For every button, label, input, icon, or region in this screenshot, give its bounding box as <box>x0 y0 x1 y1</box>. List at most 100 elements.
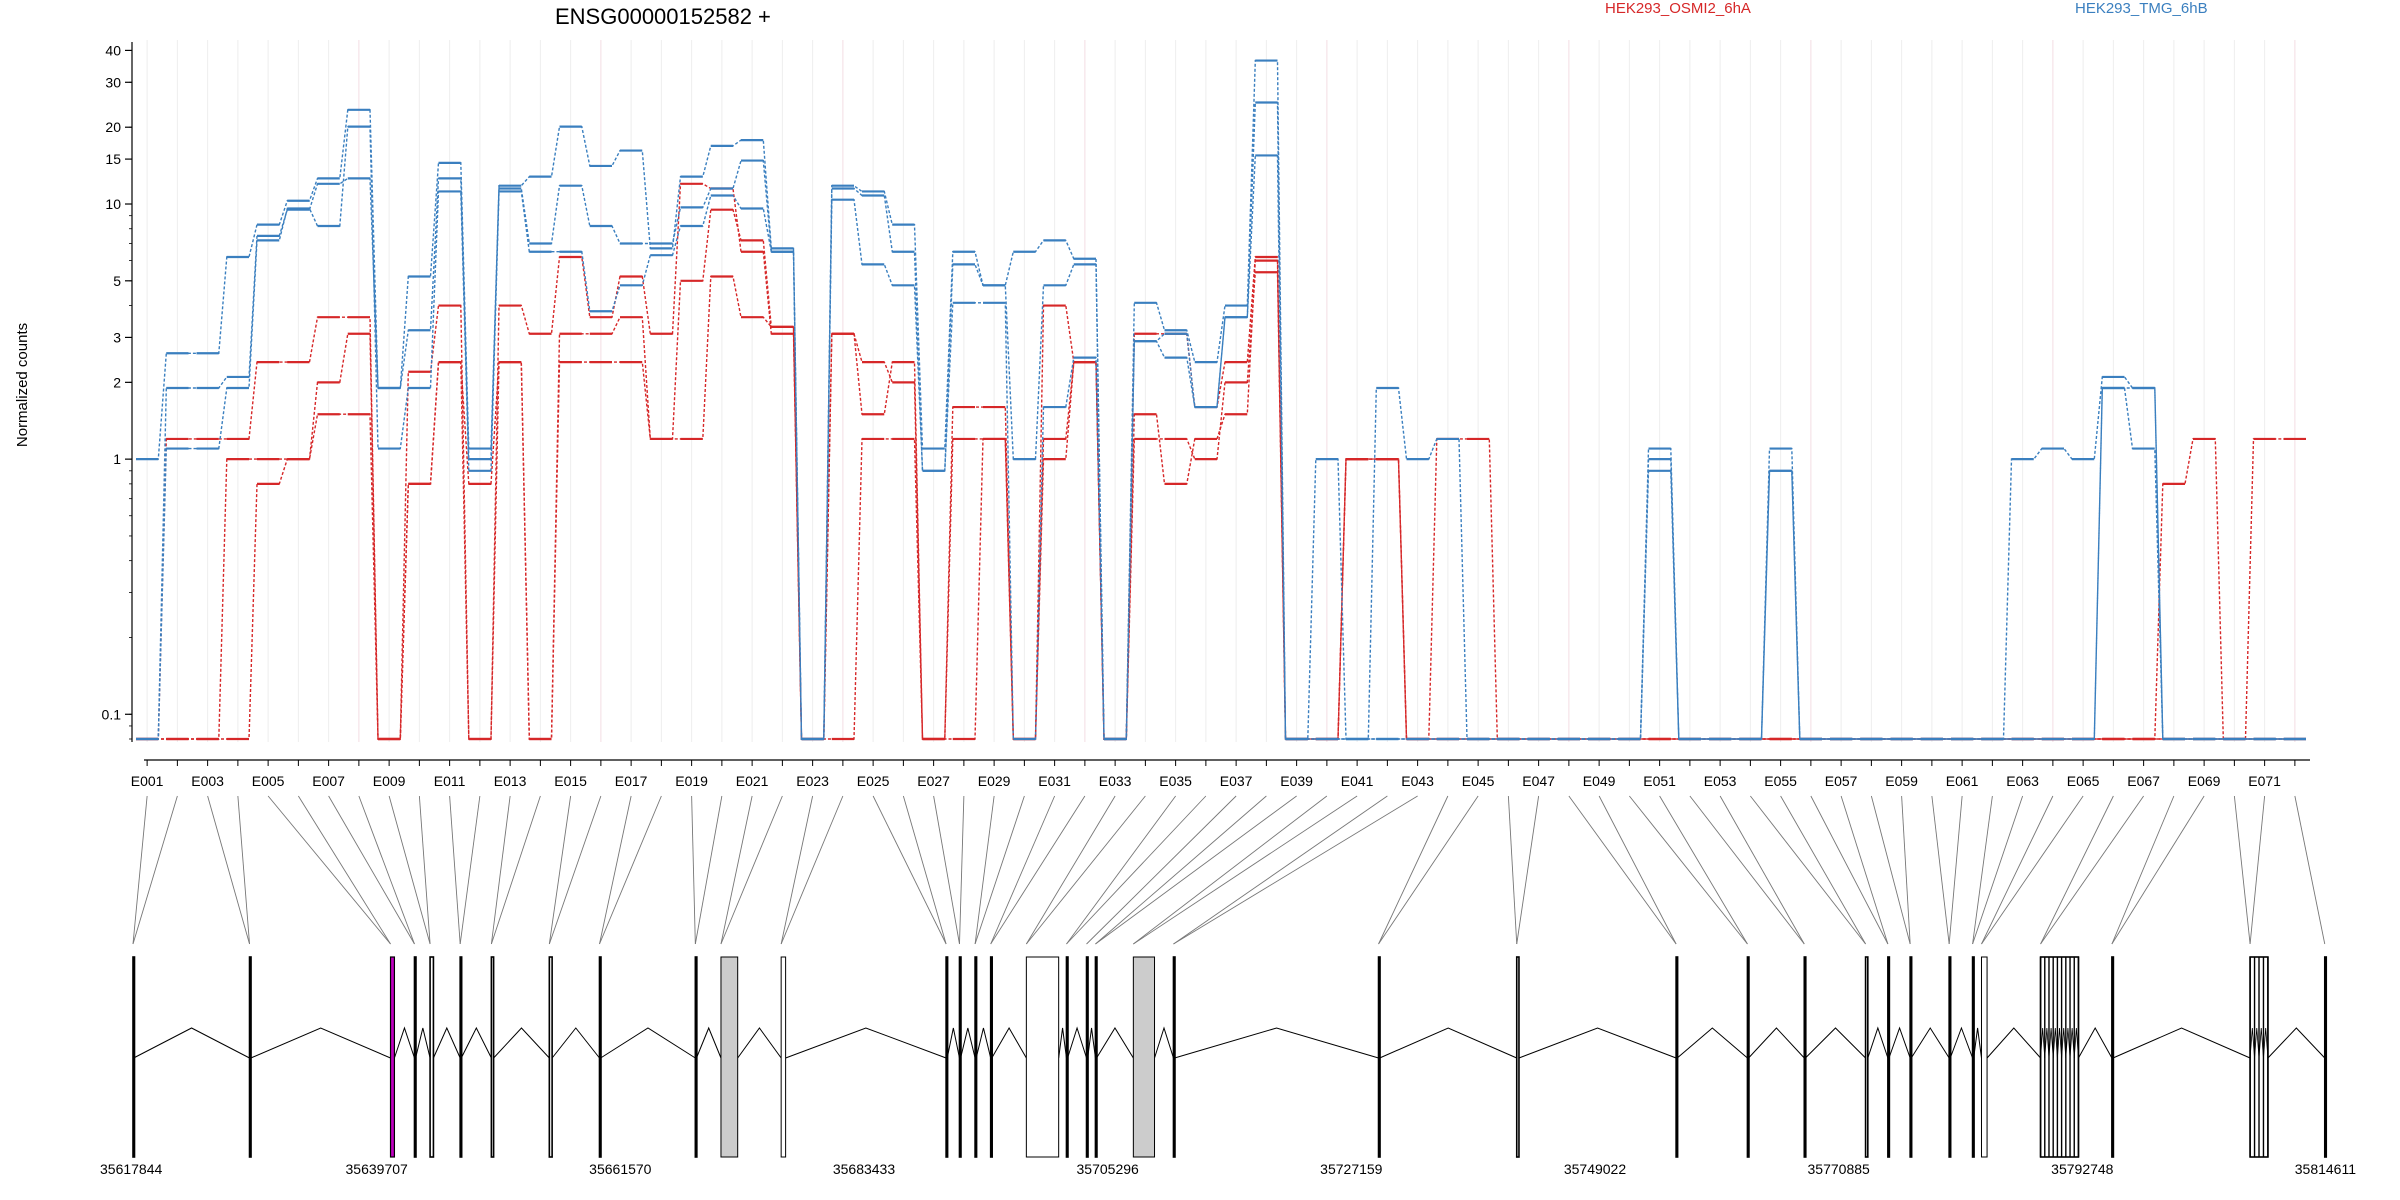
exon-axis: E001 E003 E005 E007 E009 E011 E013 E015 E017 E019… <box>131 759 2310 789</box>
exon-23 <box>1515 956 1520 1158</box>
intron <box>2078 1026 2113 1059</box>
exon-subintron <box>2057 1027 2063 1059</box>
exon-connector <box>1981 795 2054 945</box>
intron <box>393 1026 415 1059</box>
coordinate-label: 35749022 <box>1564 1161 1627 1177</box>
intron <box>737 1027 782 1059</box>
exon-4 <box>429 956 435 1158</box>
coordinate-label: 35639707 <box>346 1161 409 1177</box>
series-5 <box>136 125 2306 741</box>
exon-subintron <box>2044 1027 2050 1059</box>
intron <box>2267 1027 2326 1059</box>
exon-box <box>1065 956 1069 1158</box>
exon-connector <box>1026 795 1146 945</box>
x-tick-label: E041 <box>1341 773 1374 789</box>
y-tick-label: 40 <box>105 42 121 58</box>
intron <box>133 1027 250 1059</box>
x-tick-label: E021 <box>736 773 769 789</box>
intron <box>1379 1027 1517 1059</box>
exon-subintron <box>2061 1027 2067 1059</box>
exon-31 <box>1971 956 1975 1158</box>
coordinate-label: 35727159 <box>1320 1161 1383 1177</box>
exon-box <box>958 956 962 1158</box>
exon-connector <box>358 795 415 945</box>
series-line <box>136 209 2306 740</box>
exon-connector <box>1750 795 1866 945</box>
x-tick-label: E001 <box>131 773 164 789</box>
series-line <box>136 183 2306 740</box>
exon-20 <box>1132 956 1156 1158</box>
exon-box <box>248 956 252 1158</box>
exon-connector <box>548 795 572 945</box>
y-tick-label: 30 <box>105 74 121 90</box>
exon-connector <box>990 795 1086 945</box>
x-tick-label: E019 <box>675 773 708 789</box>
exon-connector <box>2233 795 2251 945</box>
exon-34 <box>2111 956 2115 1158</box>
exon-connector <box>1378 795 1479 945</box>
exon-box <box>2039 956 2080 1158</box>
exon-connector <box>2040 795 2114 945</box>
exon-subintron <box>2258 1027 2264 1059</box>
exon-box <box>1948 956 1952 1158</box>
exon-connector <box>1066 795 1207 945</box>
exon-1 <box>248 956 252 1158</box>
exon-9 <box>694 956 698 1158</box>
intron <box>1910 1027 1950 1059</box>
exon-14 <box>974 956 978 1158</box>
exon-box <box>429 956 435 1158</box>
x-tick-label: E023 <box>796 773 829 789</box>
x-tick-label: E007 <box>312 773 345 789</box>
y-tick-label: 5 <box>113 273 121 289</box>
exon-connector <box>1840 795 1889 945</box>
exon-18 <box>1085 956 1089 1158</box>
exon-connector <box>132 795 148 945</box>
exon-30 <box>1948 956 1952 1158</box>
x-tick-label: E015 <box>554 773 587 789</box>
connector-layer <box>132 795 2326 945</box>
series-line <box>136 59 2306 740</box>
x-tick-label: E057 <box>1825 773 1858 789</box>
intron <box>1058 1027 1067 1059</box>
intron <box>991 1026 1027 1059</box>
exon-connector <box>388 795 431 945</box>
intron <box>1949 1026 1974 1059</box>
exon-connector <box>297 795 391 945</box>
x-tick-label: E003 <box>191 773 224 789</box>
y-tick-label: 0.1 <box>102 706 122 722</box>
grid-layer <box>146 40 2296 742</box>
coordinate-axis: 35617844 35639707 35661570 35683433 35705296… <box>100 1161 2356 1177</box>
exon-subintron <box>2048 1027 2054 1059</box>
exon-box <box>720 956 739 1158</box>
x-tick-label: E039 <box>1280 773 1313 789</box>
exon-connector <box>1516 795 1540 945</box>
x-tick-label: E029 <box>978 773 1011 789</box>
series-2 <box>136 208 2306 741</box>
exon-connector <box>1629 795 1748 945</box>
intron <box>975 1027 992 1059</box>
exon-box <box>598 956 602 1158</box>
exon-connector <box>328 795 415 945</box>
exon-subintron <box>2249 1027 2255 1059</box>
intron <box>1986 1027 2041 1059</box>
x-tick-label: E043 <box>1401 773 1434 789</box>
intron <box>415 1027 431 1059</box>
intron <box>460 1026 492 1059</box>
coordinate-label: 35814611 <box>2295 1161 2356 1177</box>
x-tick-label: E047 <box>1522 773 1555 789</box>
exon-15 <box>989 956 993 1158</box>
intron <box>1518 1027 1677 1059</box>
exon-17 <box>1065 956 1069 1158</box>
exon-7 <box>548 956 553 1158</box>
y-axis: 0.1 1 2 3 5 10 15 20 30 40 <box>102 42 133 742</box>
exon-box <box>1864 956 1869 1158</box>
exon-19 <box>1094 956 1098 1158</box>
exon-box <box>1971 956 1975 1158</box>
series-3 <box>136 59 2306 741</box>
intron <box>785 1027 947 1059</box>
x-tick-label: E017 <box>615 773 648 789</box>
x-tick-label: E037 <box>1220 773 1253 789</box>
intron <box>1748 1027 1805 1059</box>
exon-box <box>132 956 136 1158</box>
exon-connector <box>1095 795 1267 945</box>
